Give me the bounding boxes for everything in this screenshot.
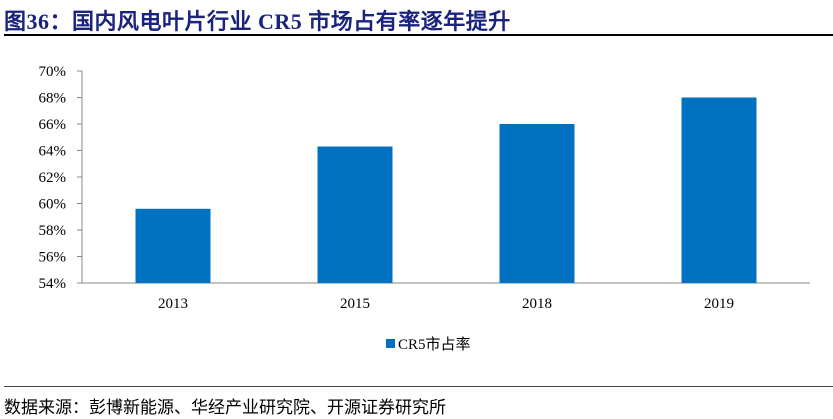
legend-label: CR5市占率	[398, 336, 471, 353]
bar-2015	[317, 146, 393, 283]
x-tick-label: 2019	[704, 296, 734, 312]
source-note: 数据来源：彭博新能源、华经产业研究院、开源证券研究所	[4, 398, 446, 417]
y-tick-label: 60%	[39, 197, 67, 213]
bar-2013	[135, 208, 211, 283]
y-tick-label: 70%	[39, 64, 67, 80]
title-divider	[4, 34, 833, 36]
legend-swatch	[386, 339, 395, 348]
figure-title: 图36：国内风电叶片行业 CR5 市场占有率逐年提升	[4, 9, 511, 34]
y-tick-label: 68%	[39, 91, 67, 107]
y-tick-label: 56%	[39, 250, 67, 266]
y-tick-label: 58%	[39, 223, 67, 239]
y-tick-label: 66%	[39, 117, 67, 133]
source-divider	[4, 386, 833, 387]
y-tick-label: 62%	[39, 170, 67, 186]
bar-2019	[681, 97, 757, 283]
x-tick-label: 2015	[340, 296, 370, 312]
x-tick-label: 2013	[158, 296, 188, 312]
bar-2018	[499, 124, 575, 283]
x-tick-label: 2018	[522, 296, 552, 312]
y-tick-label: 64%	[39, 144, 67, 160]
y-tick-label: 54%	[39, 276, 67, 292]
